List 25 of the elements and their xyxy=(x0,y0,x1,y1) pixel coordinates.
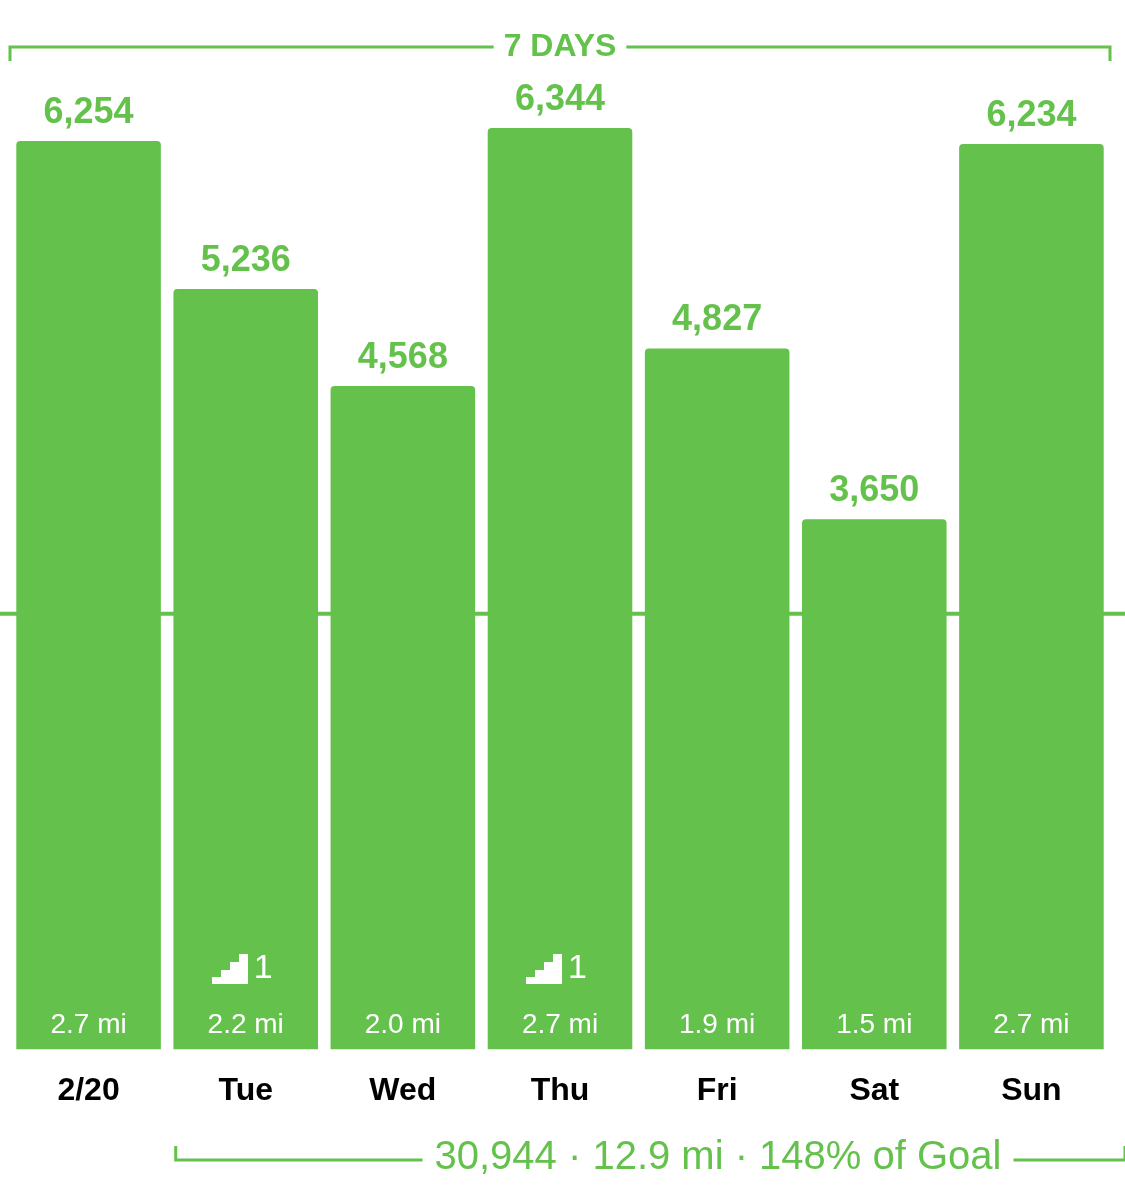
annotation: 2.7 mi xyxy=(50,1008,127,1040)
annotation: 2.2 mi xyxy=(207,1008,284,1040)
x-tick-label: Thu xyxy=(530,1070,590,1107)
data-label: 3,650 xyxy=(829,468,920,510)
annotation: 1 xyxy=(253,946,273,985)
annotation: 1 xyxy=(568,946,587,985)
chart-title: 7 DAYS xyxy=(503,26,617,63)
annotation: 2.0 mi xyxy=(364,1008,441,1040)
data-label: 6,344 xyxy=(514,76,606,118)
x-tick-label: Fri xyxy=(696,1070,738,1107)
annotation: 2.7 mi xyxy=(993,1008,1070,1040)
x-tick-label: Sat xyxy=(849,1070,900,1107)
annotation: 2.7 mi xyxy=(521,1008,599,1040)
data-label: 5,236 xyxy=(200,237,291,279)
data-label: 4,568 xyxy=(357,334,448,376)
x-tick-label: 2/20 xyxy=(57,1070,120,1107)
data-label: 6,254 xyxy=(43,90,134,131)
annotation: 1.9 mi xyxy=(679,1008,756,1040)
x-tick-label: Sun xyxy=(1001,1070,1062,1107)
text: 30,944 · 12.9 mi · 148% of Goal xyxy=(434,1133,1002,1178)
x-tick-label: Wed xyxy=(369,1070,437,1107)
x-tick-label: Tue xyxy=(218,1070,273,1107)
annotation: 1.5 mi xyxy=(836,1008,913,1040)
data-label: 4,827 xyxy=(672,297,763,339)
data-label: 6,234 xyxy=(986,92,1077,134)
